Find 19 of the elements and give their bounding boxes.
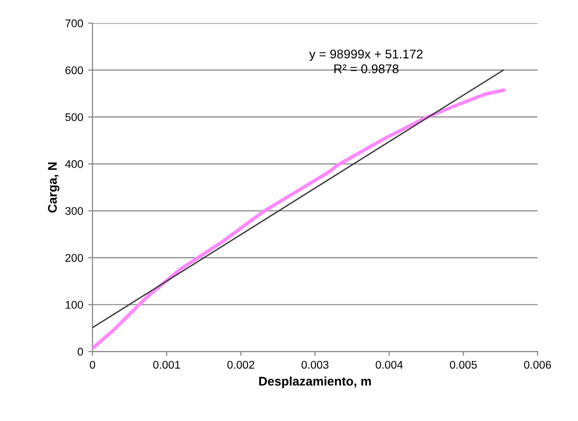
y-tick-label: 300 [65,207,84,215]
y-tick-label: 400 [65,160,84,168]
y-tick-label: 500 [65,113,84,122]
x-tick-label: 0 [90,360,96,369]
y-tick-label: 600 [65,66,84,74]
x-axis-title: Desplazamiento, m [259,376,371,388]
y-tick-label: 0 [78,348,84,356]
y-axis-title: Carga, N [48,162,60,213]
x-tick-label: 0.001 [153,360,180,369]
x-tick-label: 0.003 [302,360,328,369]
y-tick-label: 100 [66,300,84,309]
y-tick-label: 200 [65,254,84,262]
annotation: R² = 0.9878 [334,64,398,74]
x-tick-label: 0.005 [450,360,477,369]
y-tick-label: 700 [65,19,84,28]
x-tick-label: 0.004 [376,360,403,369]
x-tick-label: 0.002 [227,360,254,369]
annotation: y = 98999x + 51.172 [309,50,423,61]
x-tick-label: 0.006 [524,360,551,369]
